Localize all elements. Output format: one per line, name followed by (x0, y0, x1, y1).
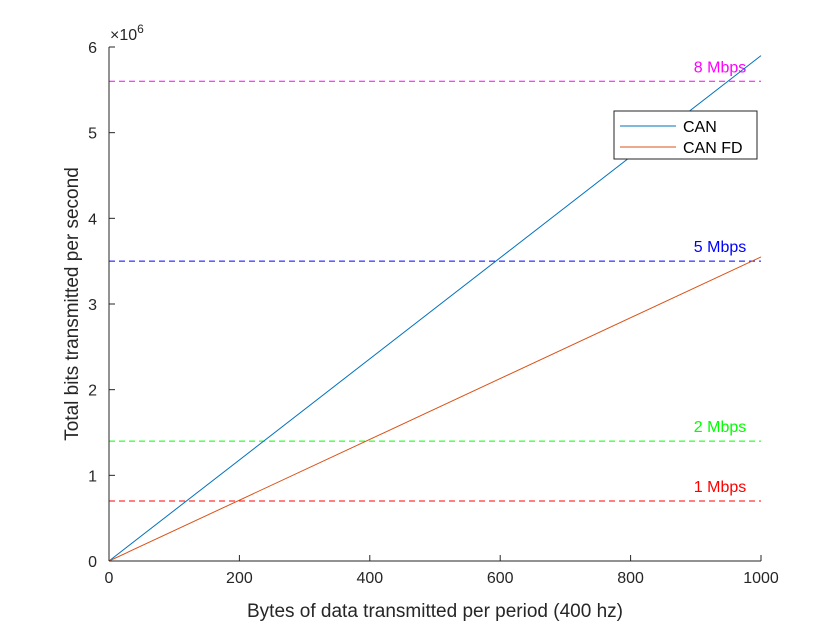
reference-line-label-1: 5 Mbps (694, 239, 746, 256)
legend-label-can-fd: CAN FD (683, 140, 743, 157)
reference-line-label-2: 2 Mbps (694, 419, 746, 436)
y-tick-label: 2 (88, 383, 97, 400)
y-tick-label: 0 (88, 554, 97, 571)
series-line-can-fd (108, 256, 762, 562)
y-tick-label: 6 (88, 40, 97, 57)
y-tick-label: 3 (88, 297, 97, 314)
y-tick-label: 5 (88, 126, 97, 143)
y-axis-label: Total bits transmitted per second (62, 167, 83, 441)
legend: CAN CAN FD (613, 110, 758, 160)
x-axis-label: Bytes of data transmitted per period (40… (247, 601, 623, 622)
legend-box (613, 110, 758, 160)
y-tick-label: 1 (88, 468, 97, 485)
reference-line-label-0: 8 Mbps (694, 59, 746, 76)
y-tick-label: 4 (88, 211, 97, 228)
x-tick-label: 800 (617, 570, 644, 587)
x-tick-label: 200 (226, 570, 253, 587)
x-tick-label: 400 (356, 570, 383, 587)
x-tick-label: 600 (487, 570, 514, 587)
reference-line-label-3: 1 Mbps (694, 479, 746, 496)
y-exponent-label: ×106 (110, 22, 144, 44)
y-exponent-power: 6 (137, 22, 144, 36)
x-tick-label: 0 (105, 570, 114, 587)
legend-label-can: CAN (683, 119, 717, 136)
x-tick-label: 1000 (743, 570, 779, 587)
y-exponent-base: ×10 (110, 27, 137, 44)
